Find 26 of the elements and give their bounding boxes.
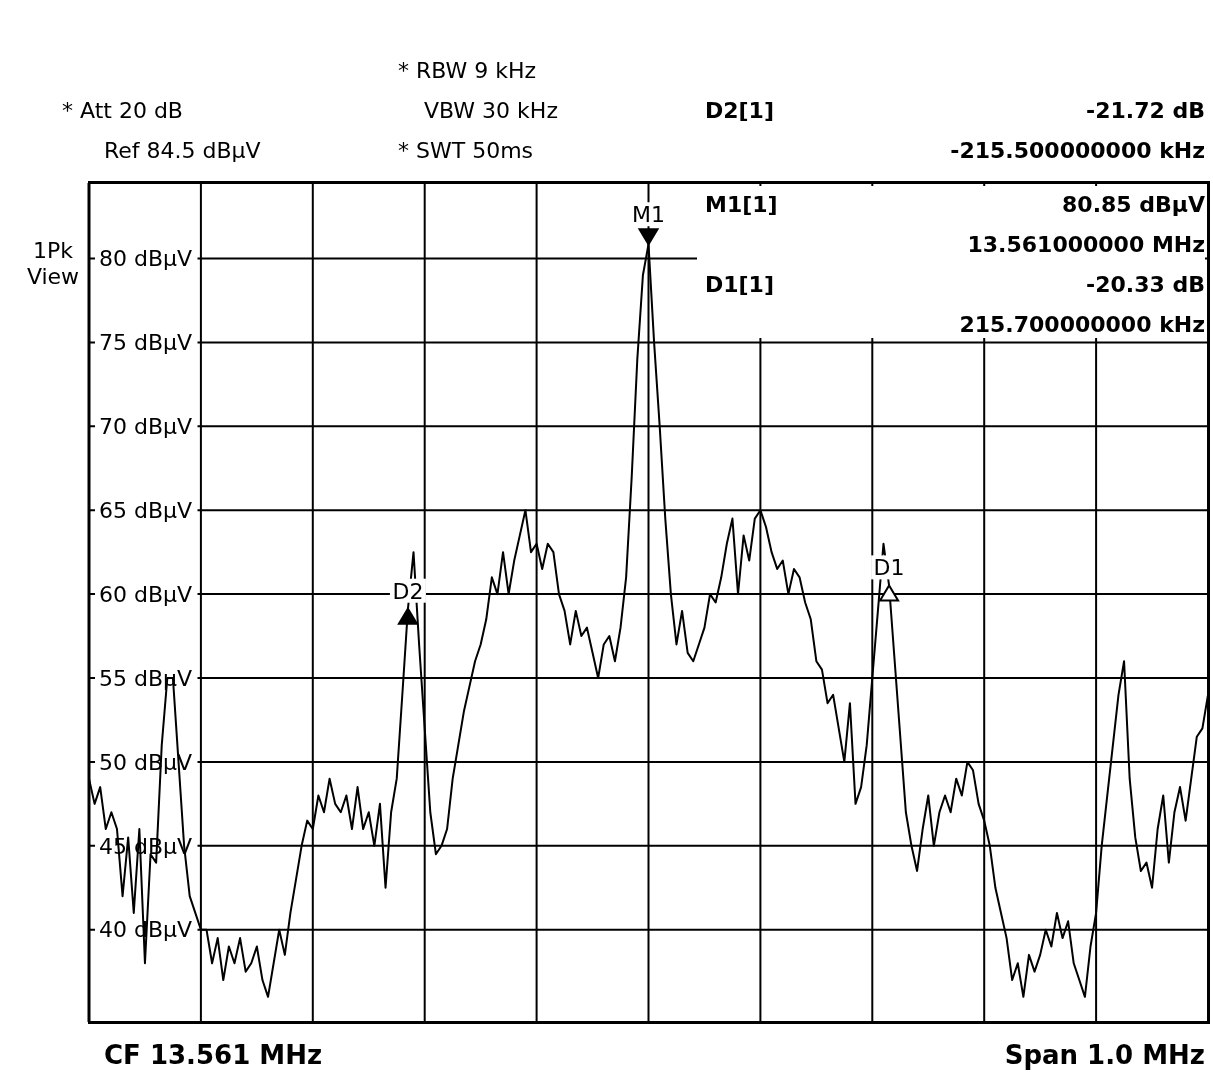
annotation: 80.85 dBµV xyxy=(1062,192,1205,219)
text: CF 13.561 MHz xyxy=(104,1040,323,1072)
annotation: 13.561000000 MHz xyxy=(967,232,1205,259)
text: * Att 20 dB xyxy=(62,98,183,125)
annotation: -20.33 dB xyxy=(1086,272,1205,299)
y-tick-label: 75 dBµV xyxy=(99,330,193,356)
text: Ref 84.5 dBµV xyxy=(104,138,261,165)
y-tick-label: 80 dBµV xyxy=(99,246,193,272)
y-tick-label: 70 dBµV xyxy=(99,414,193,440)
annotation: D1 xyxy=(873,555,905,581)
text: -21.72 dB xyxy=(1086,98,1205,125)
text: D2[1] xyxy=(705,98,774,125)
y-tick-label: 55 dBµV xyxy=(99,665,193,691)
text: 1Pk View xyxy=(25,238,81,291)
text: VBW 30 kHz xyxy=(424,98,558,125)
annotation: M1[1] xyxy=(705,192,778,219)
annotation: D1[1] xyxy=(705,272,774,299)
annotation: 215.700000000 kHz xyxy=(959,312,1205,339)
annotation: D2 xyxy=(392,578,424,604)
text: Span 1.0 MHz xyxy=(1004,1040,1205,1072)
text: * SWT 50ms xyxy=(398,138,534,165)
text: * RBW 9 kHz xyxy=(398,58,537,85)
text: -215.500000000 kHz xyxy=(950,138,1205,165)
annotation: M1 xyxy=(632,202,665,228)
y-tick-label: 65 dBµV xyxy=(99,497,193,523)
y-tick-label: 60 dBµV xyxy=(99,581,193,607)
